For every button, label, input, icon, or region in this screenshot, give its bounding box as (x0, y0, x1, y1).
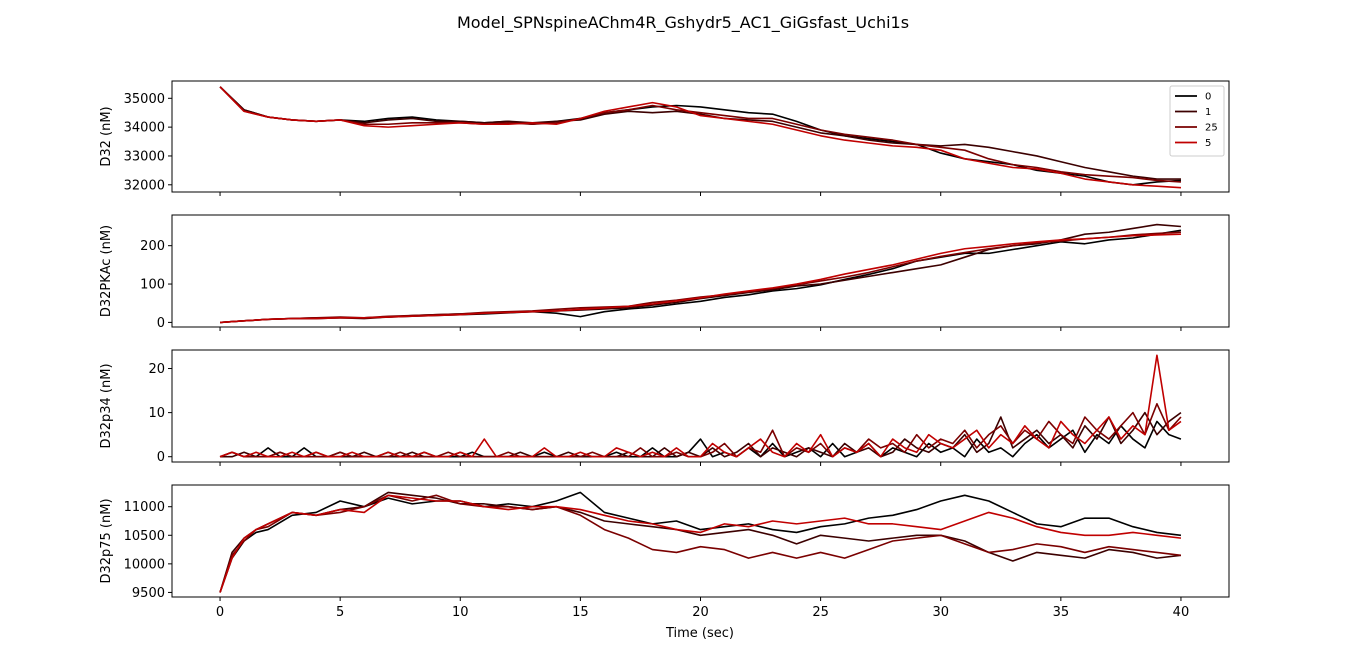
x-tick-label: 15 (572, 605, 589, 620)
y-tick-label: 11000 (124, 500, 165, 515)
y-axis-label: D32 (nM) (99, 106, 114, 166)
y-axis-label: D32PKAc (nM) (99, 225, 114, 317)
series-line-5 (219, 354, 1182, 458)
series-group (219, 354, 1182, 458)
series-group (219, 491, 1182, 593)
subplot-2: 0 10 20 D32p34 (nM) (99, 349, 1230, 466)
x-axis-label: Time (sec) (665, 626, 734, 641)
y-tick-label: 9500 (132, 586, 165, 601)
x-tick-label: 25 (812, 605, 829, 620)
legend-entry: 25 (1205, 123, 1218, 134)
x-tick-label: 40 (1173, 605, 1190, 620)
figure-title: Model_SPNspineAChm4R_Gshydr5_AC1_GiGsfas… (457, 13, 909, 33)
x-tick-label: 35 (1053, 605, 1070, 620)
series-line-5 (219, 86, 1181, 189)
series-line-25 (219, 494, 1182, 593)
series-line-1 (219, 223, 1182, 324)
legend-entry: 1 (1205, 107, 1211, 118)
y-tick-label: 35000 (124, 92, 165, 107)
series-group (219, 223, 1182, 324)
legend: 0 1 25 5 (1169, 85, 1225, 157)
legend-entry: 5 (1205, 138, 1211, 149)
plot-frame (171, 484, 1230, 598)
y-tick-label: 33000 (124, 149, 165, 164)
y-tick-label: 10 (148, 406, 165, 421)
y-tick-label: 0 (157, 316, 165, 331)
subplot-3: 9500 10000 10500 11000 0 5 10 15 20 25 30 35 40 D32p7… (99, 484, 1230, 620)
x-tick-label: 10 (452, 605, 469, 620)
y-tick-label: 200 (140, 239, 165, 254)
subplot-1: 0 100 200 D32PKAc (nM) (99, 214, 1230, 331)
series-line-0 (219, 491, 1182, 593)
y-axis-label: D32p75 (nM) (99, 498, 114, 583)
y-tick-label: 10000 (124, 557, 165, 572)
x-tick-label: 0 (216, 605, 224, 620)
legend-entry: 0 (1205, 92, 1211, 103)
x-tick-label: 5 (336, 605, 344, 620)
subplot-0: 32000 33000 34000 35000 D32 (nM) 0 1 25 5 (99, 80, 1230, 196)
series-line-1 (219, 86, 1181, 180)
y-tick-label: 34000 (124, 121, 165, 136)
series-line-0 (219, 86, 1181, 186)
legend-box (1169, 85, 1225, 157)
y-tick-label: 100 (140, 278, 165, 293)
x-tick-label: 30 (932, 605, 949, 620)
x-tick-label: 20 (692, 605, 709, 620)
plot-frame (171, 214, 1230, 328)
y-tick-label: 0 (157, 450, 165, 465)
y-tick-label: 20 (148, 362, 165, 377)
series-line-5 (219, 233, 1181, 324)
y-axis-label: D32p34 (nM) (99, 363, 114, 448)
series-line-5 (219, 494, 1182, 593)
y-tick-label: 32000 (124, 178, 165, 193)
series-group (219, 86, 1181, 189)
y-tick-label: 10500 (124, 529, 165, 544)
series-line-25 (219, 86, 1181, 183)
